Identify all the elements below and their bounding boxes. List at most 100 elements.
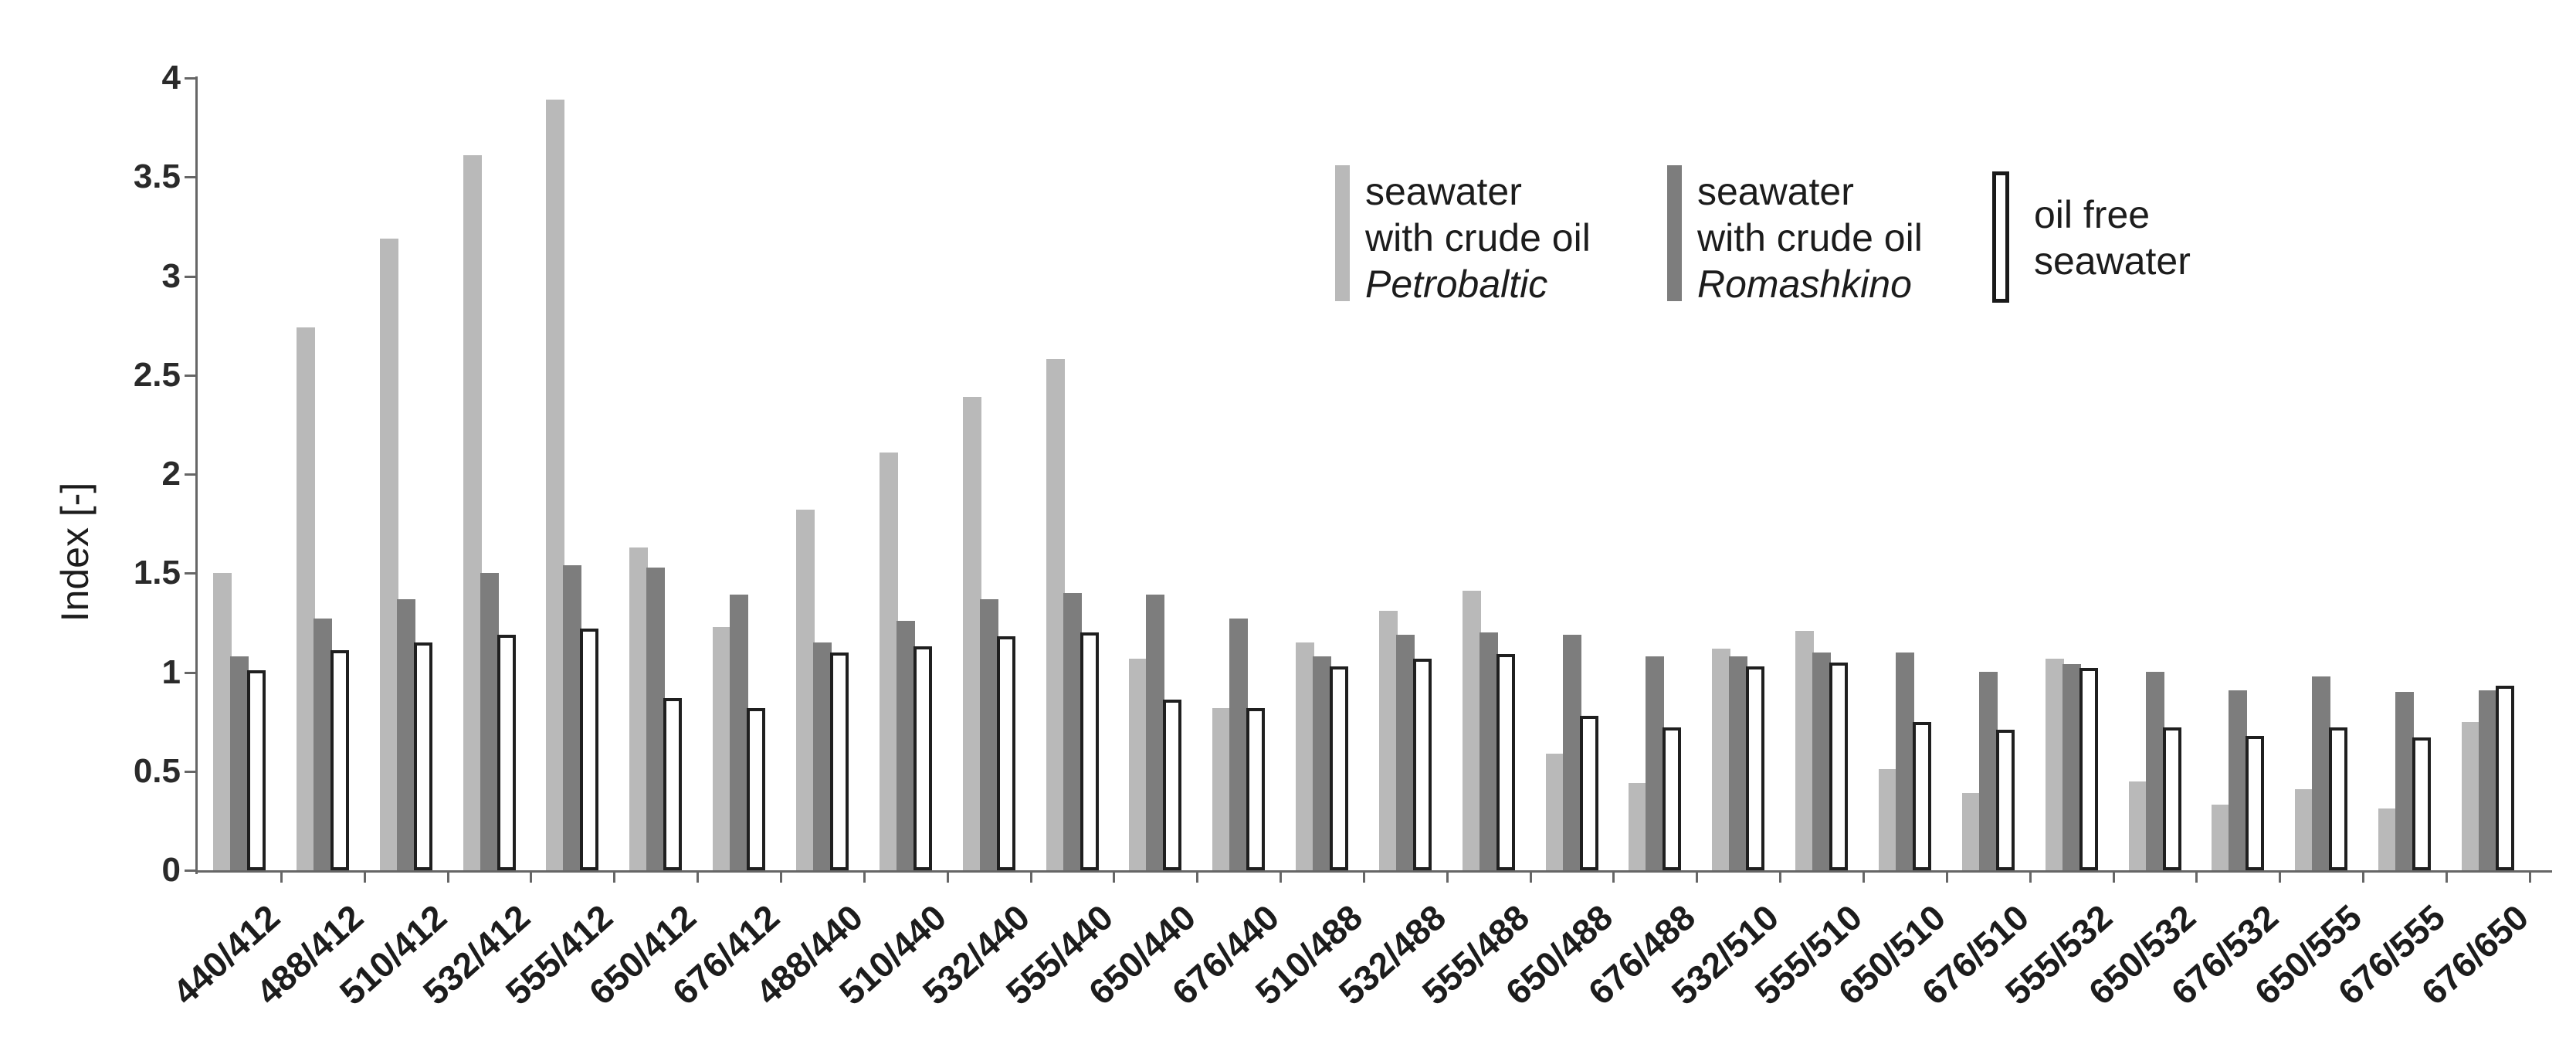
bar-petrobaltic-555-510 — [1795, 631, 1815, 870]
y-tick-label: 1 — [161, 653, 181, 691]
bar-romashkino-510-488 — [1313, 656, 1332, 870]
bar-petrobaltic-555-532 — [2045, 659, 2064, 870]
x-tick — [1280, 873, 1283, 883]
legend-label-line: oil free — [2034, 193, 2151, 236]
bar-romashkino-555-532 — [2062, 664, 2081, 870]
legend-label-romashkino: seawater with crude oil Romashkino — [1697, 168, 1923, 307]
y-tick-label: 3 — [161, 256, 181, 295]
bar-oil-free-seawater-676-510 — [1995, 730, 2015, 870]
bar-petrobaltic-555-412 — [546, 100, 565, 870]
x-tick — [2445, 873, 2448, 883]
y-tick — [185, 572, 198, 575]
legend-label-petrobaltic: seawater with crude oil Petrobaltic — [1365, 168, 1591, 307]
x-tick — [2279, 873, 2282, 883]
bar-oil-free-seawater-555-510 — [1829, 663, 1849, 870]
bar-oil-free-seawater-555-488 — [1496, 654, 1515, 870]
x-tick — [2112, 873, 2115, 883]
x-tick — [1113, 873, 1116, 883]
bar-oil-free-seawater-555-440 — [1080, 632, 1099, 870]
x-tick — [863, 873, 866, 883]
bar-petrobaltic-555-440 — [1046, 359, 1065, 870]
bar-romashkino-532-488 — [1395, 635, 1415, 870]
x-tick — [1863, 873, 1865, 883]
bar-petrobaltic-510-488 — [1296, 642, 1315, 870]
bar-oil-free-seawater-510-488 — [1330, 666, 1349, 870]
legend-label-line: seawater — [2034, 239, 2191, 283]
bar-oil-free-seawater-510-412 — [413, 642, 432, 870]
legend-swatch-romashkino — [1667, 165, 1682, 301]
bar-petrobaltic-676-488 — [1629, 783, 1648, 870]
bar-romashkino-676-488 — [1646, 656, 1665, 870]
x-tick — [1029, 873, 1032, 883]
bar-petrobaltic-650-440 — [1129, 659, 1148, 870]
x-tick — [2195, 873, 2198, 883]
bar-oil-free-seawater-532-510 — [1746, 666, 1765, 870]
bar-petrobaltic-650-412 — [629, 547, 649, 870]
bar-oil-free-seawater-676-440 — [1246, 708, 1266, 870]
bar-petrobaltic-440-412 — [213, 573, 232, 870]
y-tick-label: 4 — [161, 59, 181, 97]
y-tick-label: 0 — [161, 851, 181, 889]
bar-romashkino-488-440 — [812, 642, 832, 870]
legend-label-line: with crude oil — [1365, 216, 1591, 259]
x-tick — [530, 873, 533, 883]
bar-petrobaltic-676-555 — [2378, 808, 2398, 870]
bar-oil-free-seawater-488-412 — [330, 650, 349, 870]
x-tick — [1529, 873, 1532, 883]
bar-petrobaltic-676-412 — [713, 627, 732, 870]
bar-oil-free-seawater-676-532 — [2246, 736, 2265, 870]
bar-romashkino-676-650 — [2478, 690, 2497, 870]
x-tick — [946, 873, 949, 883]
x-tick — [779, 873, 782, 883]
bar-oil-free-seawater-676-488 — [1663, 727, 1682, 870]
x-axis-line — [195, 870, 2552, 873]
y-tick-label: 0.5 — [133, 751, 181, 790]
x-tick — [1696, 873, 1699, 883]
y-tick — [185, 671, 198, 674]
bar-oil-free-seawater-676-555 — [2412, 737, 2432, 870]
bar-oil-free-seawater-532-440 — [996, 636, 1015, 870]
y-tick-label: 2.5 — [133, 355, 181, 394]
bar-petrobaltic-650-510 — [1879, 769, 1897, 870]
bar-oil-free-seawater-532-412 — [497, 635, 516, 870]
bar-petrobaltic-555-488 — [1462, 591, 1481, 870]
bar-petrobaltic-532-510 — [1712, 649, 1731, 870]
legend-swatch-oil-free — [1992, 171, 2009, 303]
bar-petrobaltic-510-412 — [379, 239, 398, 870]
bar-petrobaltic-650-488 — [1545, 754, 1564, 870]
bar-romashkino-650-555 — [2312, 676, 2331, 870]
bar-romashkino-532-412 — [480, 573, 499, 870]
x-tick — [1612, 873, 1615, 883]
y-tick-label: 1.5 — [133, 554, 181, 592]
y-tick — [185, 77, 198, 80]
bar-oil-free-seawater-555-532 — [2079, 668, 2098, 870]
legend-label-line: Romashkino — [1697, 263, 1912, 306]
bar-romashkino-676-510 — [1978, 672, 1998, 870]
y-tick-label: 3.5 — [133, 158, 181, 196]
x-tick — [613, 873, 616, 883]
bar-oil-free-seawater-650-510 — [1913, 722, 1931, 870]
bar-romashkino-532-510 — [1729, 656, 1748, 870]
bar-romashkino-532-440 — [979, 599, 998, 870]
bar-petrobaltic-650-555 — [2295, 789, 2314, 870]
bar-oil-free-seawater-650-555 — [2329, 727, 2348, 870]
y-tick — [185, 770, 198, 773]
legend-swatch-petrobaltic — [1335, 165, 1350, 301]
bar-romashkino-555-488 — [1479, 632, 1498, 870]
legend-label-line: seawater — [1697, 170, 1854, 213]
bar-romashkino-555-510 — [1812, 653, 1832, 870]
bar-oil-free-seawater-555-412 — [580, 629, 599, 870]
bar-petrobaltic-532-488 — [1378, 611, 1398, 870]
bar-romashkino-440-412 — [230, 656, 249, 870]
x-tick — [446, 873, 449, 883]
y-tick — [185, 275, 198, 278]
bar-petrobaltic-510-440 — [879, 453, 898, 870]
bar-oil-free-seawater-532-488 — [1412, 659, 1432, 870]
bar-romashkino-676-412 — [730, 595, 749, 870]
bar-romashkino-650-440 — [1146, 595, 1165, 870]
bar-oil-free-seawater-488-440 — [829, 653, 849, 870]
bar-romashkino-488-412 — [313, 619, 332, 870]
y-tick — [185, 176, 198, 179]
legend-label-line: with crude oil — [1697, 216, 1923, 259]
